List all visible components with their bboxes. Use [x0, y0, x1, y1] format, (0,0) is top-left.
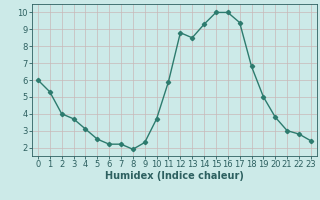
X-axis label: Humidex (Indice chaleur): Humidex (Indice chaleur)	[105, 171, 244, 181]
